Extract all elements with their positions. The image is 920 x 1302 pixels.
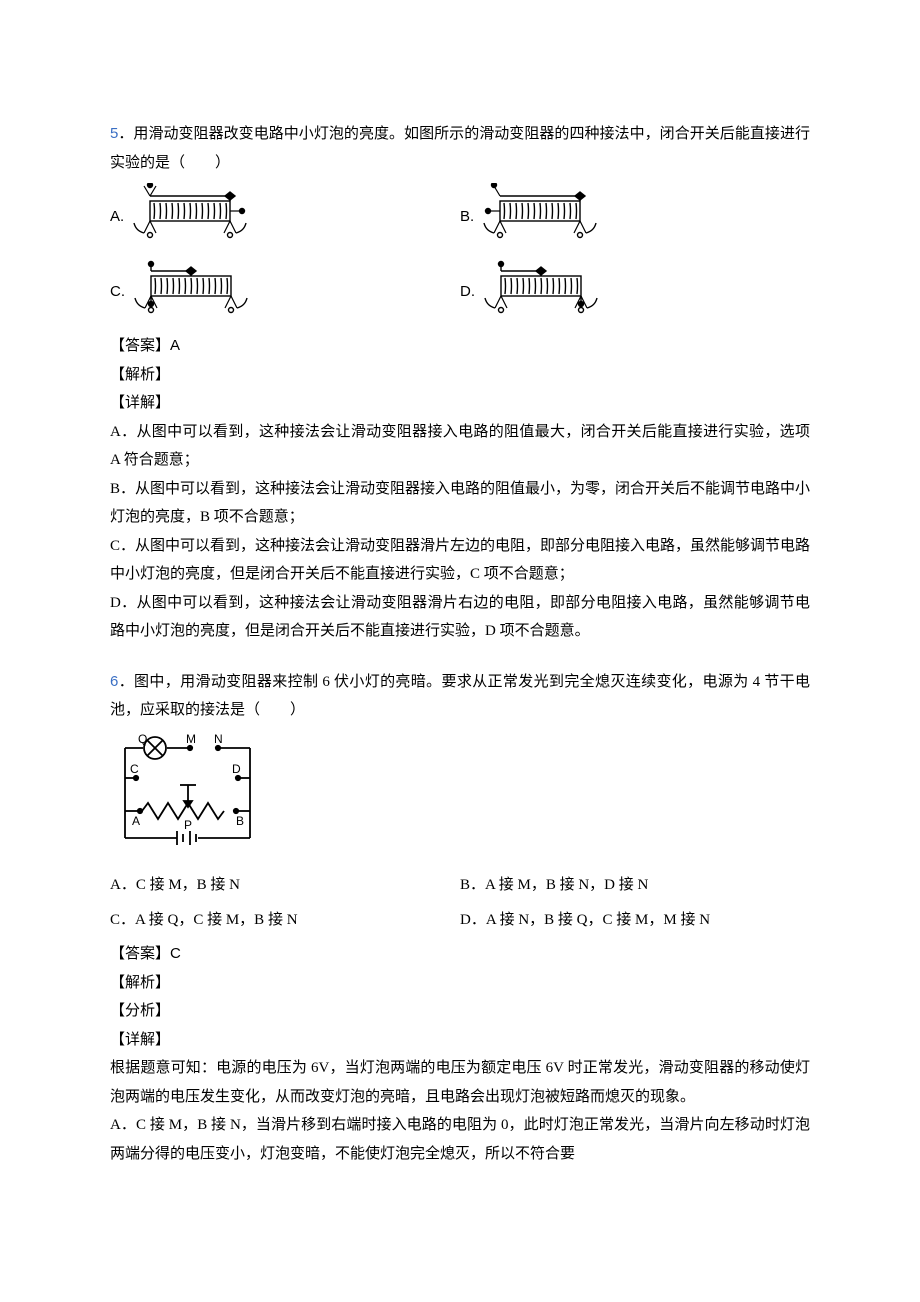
q5-opt-b-label: B. [460, 203, 474, 232]
q6-option-c: C．A 接 Q，C 接 M，B 接 N [110, 906, 460, 935]
label-q: Q [138, 733, 147, 746]
q6-explain-label: 【解析】 [110, 969, 810, 998]
q5-opt-c-label: C. [110, 278, 125, 307]
label-a: A [132, 814, 140, 828]
q6-option-a: A．C 接 M，B 接 N [110, 871, 460, 900]
q5-option-d: D. [460, 258, 810, 327]
q6-body1: 根据题意可知：电源的电压为 6V，当灯泡两端的电压为额定电压 6V 时正常发光，… [110, 1054, 810, 1111]
rheostat-icon [130, 183, 250, 252]
q5-answer-line: 【答案】A [110, 332, 810, 361]
label-p: P [184, 818, 192, 832]
rheostat-icon [131, 258, 251, 327]
q5-exp-d: D．从图中可以看到，这种接法会让滑动变阻器滑片右边的电阻，即部分电阻接入电路，虽… [110, 589, 810, 646]
q6-detail-label: 【详解】 [110, 1026, 810, 1055]
q5-opt-d-label: D. [460, 278, 475, 307]
q5-option-c: C. [110, 258, 460, 327]
q5-options-row1: A. [110, 183, 810, 252]
label-d: D [232, 762, 241, 776]
q6-answer-line: 【答案】C [110, 940, 810, 969]
q6-body-a: A．C 接 M，B 接 N，当滑片移到右端时接入电路的电阻为 0，此时灯泡正常发… [110, 1111, 810, 1168]
q6-analyze-label: 【分析】 [110, 997, 810, 1026]
q5-options-row2: C. [110, 258, 810, 327]
q6-stem: 6．图中，用滑动变阻器来控制 6 伏小灯的亮暗。要求从正常发光到完全熄灭连续变化… [110, 668, 810, 725]
q6-options: A．C 接 M，B 接 N B．A 接 M，B 接 N，D 接 N C．A 接 … [110, 871, 810, 934]
q5-option-b: B. [460, 183, 810, 252]
q6-option-d: D．A 接 N，B 接 Q，C 接 M，M 接 N [460, 906, 810, 935]
label-m: M [186, 733, 196, 746]
rheostat-icon [480, 183, 600, 252]
q5-exp-c: C．从图中可以看到，这种接法会让滑动变阻器滑片左边的电阻，即部分电阻接入电路，虽… [110, 532, 810, 589]
q5-option-a: A. [110, 183, 460, 252]
q6-option-b: B．A 接 M，B 接 N，D 接 N [460, 871, 810, 900]
label-n: N [214, 733, 223, 746]
q5-exp-b: B．从图中可以看到，这种接法会让滑动变阻器接入电路的阻值最小，为零，闭合开关后不… [110, 475, 810, 532]
label-c: C [130, 762, 139, 776]
rheostat-icon [481, 258, 601, 327]
q5-exp-a: A．从图中可以看到，这种接法会让滑动变阻器接入电路的阻值最大，闭合开关后能直接进… [110, 418, 810, 475]
q5-explain-label: 【解析】 [110, 361, 810, 390]
q5-stem: 5．用滑动变阻器改变电路中小灯泡的亮度。如图所示的滑动变阻器的四种接法中，闭合开… [110, 120, 810, 177]
circuit-diagram: Q M N C D A B P [110, 733, 810, 864]
label-b: B [236, 814, 244, 828]
q5-detail-label: 【详解】 [110, 389, 810, 418]
q5-opt-a-label: A. [110, 203, 124, 232]
